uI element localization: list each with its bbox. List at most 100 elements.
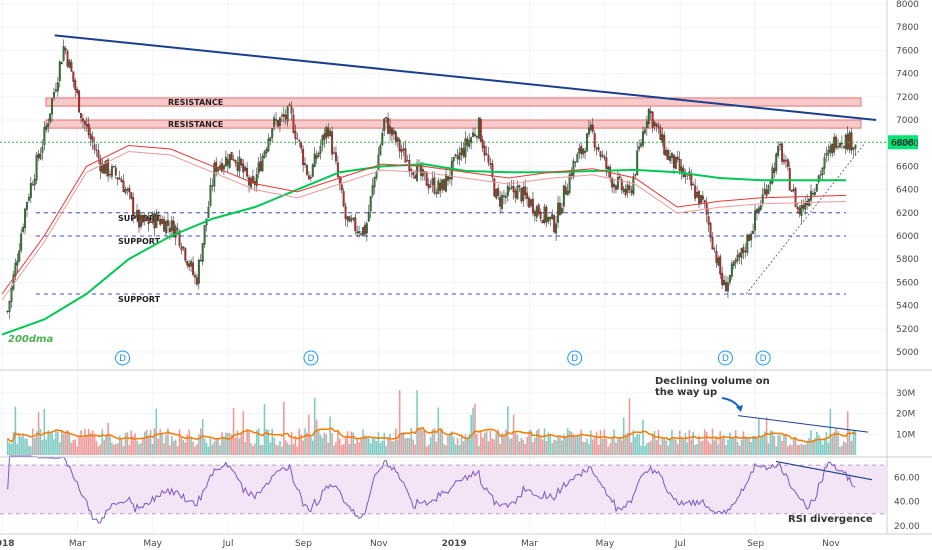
volume-bar: [456, 438, 459, 455]
candle-body: [389, 125, 391, 134]
candle-body: [794, 188, 797, 208]
volume-bar: [286, 442, 289, 455]
candle-body: [170, 220, 173, 231]
candle-body: [458, 152, 461, 160]
volume-bar: [659, 444, 662, 455]
candle-body: [593, 133, 596, 148]
price-labels: 6808: [0, 135, 918, 150]
volume-bar: [713, 440, 716, 455]
volume-bar: [105, 435, 107, 455]
dividend-marker[interactable]: D: [115, 350, 131, 366]
volume-bar: [848, 429, 851, 455]
candle-body: [466, 138, 469, 146]
volume-bar: [267, 429, 270, 455]
candle-body: [607, 166, 610, 170]
volume-bar: [72, 440, 75, 455]
last-price-tag: [888, 135, 918, 150]
time-tick-label: May: [143, 539, 162, 549]
volume-bar: [759, 437, 762, 455]
candle-body: [60, 61, 63, 65]
dividend-circle: [115, 350, 131, 366]
candle-body: [597, 147, 600, 151]
price-tick-label: 6200: [896, 209, 919, 219]
volume-bar: [715, 436, 718, 455]
volume-bar: [692, 431, 695, 455]
candle-body: [767, 185, 770, 194]
candle-body: [16, 260, 19, 266]
candle-body: [184, 248, 187, 261]
candle-body: [213, 163, 216, 187]
candle-body: [474, 133, 476, 136]
volume-bar: [646, 443, 648, 455]
volume-bar: [412, 439, 414, 455]
candle-body: [80, 112, 82, 119]
volume-bar: [228, 433, 231, 455]
volume-bar: [406, 438, 409, 455]
candle-body: [591, 124, 594, 132]
candle-body: [755, 209, 758, 214]
dividend-marker[interactable]: D: [303, 350, 319, 366]
price-tick-label: 7200: [896, 93, 919, 103]
candle-body: [759, 205, 762, 210]
volume-bar: [159, 428, 162, 455]
dividend-marker[interactable]: D: [717, 350, 733, 366]
candle-body: [49, 113, 52, 122]
candle-body: [192, 262, 194, 275]
volume-bar: [10, 443, 13, 455]
volume-bar: [120, 439, 123, 455]
volume-bar: [273, 437, 275, 455]
candle-body: [655, 123, 658, 127]
candle-body: [526, 192, 529, 199]
dividend-marker[interactable]: D: [755, 350, 771, 366]
volume-bar: [814, 437, 816, 455]
candle-body: [116, 177, 119, 180]
volume-bar: [827, 442, 830, 455]
volume-trendline: [737, 415, 869, 433]
volume-bar: [26, 438, 28, 455]
candle-body: [721, 272, 724, 286]
candle-body: [580, 146, 583, 154]
dividend-marker[interactable]: D: [567, 350, 583, 366]
volume-bar: [161, 434, 163, 455]
time-tick-label: Jul: [674, 539, 686, 549]
volume-bar: [8, 442, 11, 455]
candle-body: [47, 123, 50, 127]
candle-body: [564, 186, 567, 195]
volume-bar: [626, 432, 629, 455]
volume-bar: [839, 446, 841, 455]
candle-body: [698, 190, 700, 205]
volume-bar: [60, 431, 63, 455]
candle-body: [325, 126, 328, 138]
volume-bar: [420, 428, 422, 455]
volume-bar: [246, 428, 248, 455]
candle-body: [118, 178, 121, 180]
price-tick-label: 6000: [896, 232, 919, 242]
time-tick-label: May: [596, 539, 615, 549]
candle-body: [53, 92, 55, 98]
candle-body: [103, 163, 106, 174]
candle-body: [26, 202, 28, 210]
volume-bar: [754, 435, 756, 455]
volume-bar: [833, 431, 835, 455]
candle-body: [829, 145, 832, 153]
candle-body: [290, 106, 293, 114]
candle-body: [416, 164, 419, 181]
volume-bar: [756, 437, 758, 455]
candle-body: [277, 120, 279, 127]
candle-body: [68, 60, 71, 68]
volume-bar: [178, 429, 181, 455]
candle-body: [228, 154, 231, 168]
volume-bar: [180, 438, 183, 455]
volume-bar: [763, 431, 766, 455]
volume-bar: [535, 430, 538, 455]
volume-bar: [553, 439, 555, 455]
volume-bar: [723, 435, 725, 455]
candle-body: [472, 132, 475, 137]
volume-bar: [675, 439, 677, 455]
candle-body: [555, 223, 558, 234]
volume-bar: [605, 439, 608, 455]
volume-bar: [472, 407, 474, 455]
volume-bar: [302, 440, 304, 455]
